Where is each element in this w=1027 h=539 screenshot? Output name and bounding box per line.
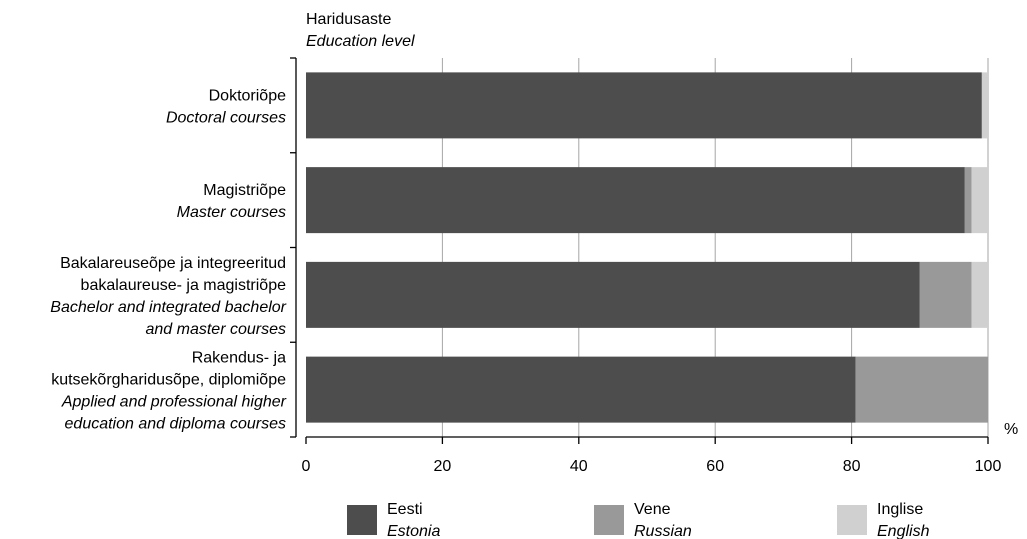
category-label-en: Applied and professional higher [61, 394, 287, 411]
category-label: Bakalareuseõpe ja integreeritud [60, 255, 286, 272]
legend-swatch [347, 505, 377, 535]
x-tick-label: 100 [975, 458, 1002, 475]
bar-segment [306, 261, 920, 328]
bar-segment [855, 356, 988, 423]
x-tick-label: 0 [302, 458, 311, 475]
bar-segment [964, 167, 972, 234]
category-label-en: Bachelor and integrated bachelor [50, 299, 286, 316]
bar-segment [306, 356, 856, 423]
axes: 0 20 40 60 80 100 [290, 57, 1002, 475]
bar-segment [981, 72, 988, 139]
category-label: Rakendus- ja [192, 350, 286, 367]
legend-label-en: Estonia [387, 523, 440, 539]
legend: Eesti Estonia Vene Russian Inglise English [347, 501, 930, 539]
legend-swatch [594, 505, 624, 535]
category-label: bakalaureuse- ja magistriõpe [81, 277, 287, 294]
category-label-en: Master courses [177, 204, 286, 221]
y-axis-title: Haridusaste [306, 11, 391, 28]
category-label: Doktoriõpe [209, 87, 286, 104]
category-label-en: education and diploma courses [65, 416, 286, 433]
legend-label: Eesti [387, 501, 423, 518]
category-label: kutsekõrgharidusõpe, diplomiõpe [51, 372, 286, 389]
category-labels: Doktoriõpe Doctoral courses Magistriõpe Mas… [50, 87, 286, 432]
bar-segment [971, 261, 988, 328]
bar-segment [306, 167, 965, 234]
x-tick-label: 20 [434, 458, 452, 475]
legend-label-en: Russian [634, 523, 692, 539]
legend-label: Vene [634, 501, 671, 518]
legend-label: Inglise [877, 501, 923, 518]
category-label-en: Doctoral courses [166, 109, 286, 126]
bar-segment [306, 72, 982, 139]
category-label-en: and master courses [145, 321, 286, 338]
y-axis-title-en: Education level [306, 33, 415, 50]
category-label: Magistriõpe [203, 182, 286, 199]
bar-segment [971, 167, 988, 234]
x-tick-label: 40 [570, 458, 588, 475]
x-axis-unit: % [1004, 421, 1018, 438]
bars [306, 72, 988, 423]
x-tick-label: 60 [706, 458, 724, 475]
bar-segment [919, 261, 972, 328]
legend-label-en: English [877, 523, 930, 539]
x-tick-label: 80 [843, 458, 861, 475]
legend-swatch [837, 505, 867, 535]
